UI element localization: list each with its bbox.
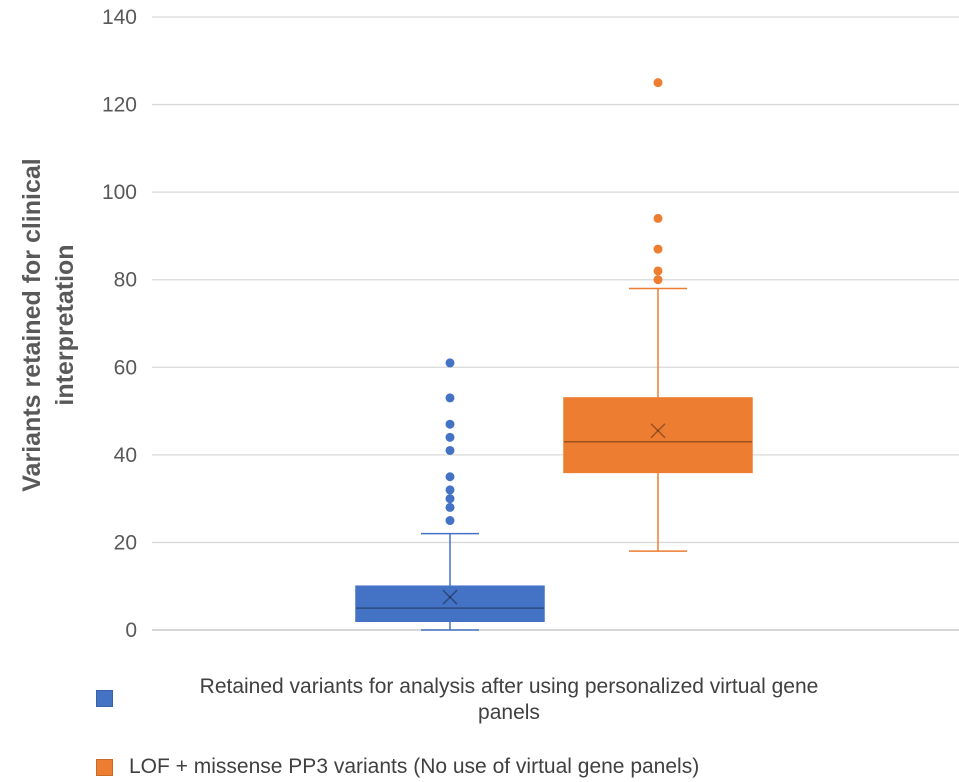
outlier-point <box>445 485 455 495</box>
y-tick-label: 120 <box>102 94 137 117</box>
legend-item-lof: LOF + missense PP3 variants (No use of v… <box>96 754 699 780</box>
legend-text-line: Retained variants for analysis after usi… <box>199 675 819 698</box>
y-axis-ticks: 0 20 40 60 80 100 120 140 <box>102 6 137 642</box>
outlier-point <box>445 502 455 512</box>
legend-label-retained: Retained variants for analysis after usi… <box>129 674 889 726</box>
y-tick-label: 100 <box>102 181 137 204</box>
y-axis-label-line: interpretation <box>51 244 79 405</box>
mean-marker <box>442 589 458 605</box>
outlier-point <box>445 494 455 504</box>
y-axis-label-line: Variants retained for clinical <box>18 158 46 491</box>
outlier-point <box>445 393 455 403</box>
mean-marker <box>650 423 666 439</box>
legend-label-lof: LOF + missense PP3 variants (No use of v… <box>129 755 700 778</box>
box-iqr <box>355 585 545 622</box>
legend-swatch-blue <box>96 690 113 707</box>
legend-swatch-orange <box>96 759 113 776</box>
box-1 <box>563 78 753 552</box>
outlier-point <box>653 213 663 223</box>
y-tick-label: 80 <box>114 269 137 292</box>
y-tick-label: 20 <box>114 531 137 554</box>
box-plot-chart: 0 20 40 60 80 100 120 140 Variants retained for… <box>18 6 959 642</box>
box-0 <box>355 358 545 631</box>
mean-marker <box>650 423 666 439</box>
outlier-point <box>653 244 663 254</box>
box-iqr <box>563 397 753 474</box>
mean-marker <box>442 589 458 605</box>
outlier-point <box>653 275 663 285</box>
legend-text-line: panels <box>478 701 540 724</box>
outlier-point <box>445 432 455 442</box>
y-tick-label: 0 <box>125 619 137 642</box>
outlier-point <box>653 266 663 276</box>
gridlines <box>152 16 959 631</box>
outlier-point <box>445 419 455 429</box>
legend-item-retained: Retained variants for analysis after usi… <box>96 674 889 726</box>
outlier-point <box>445 358 455 368</box>
outlier-point <box>653 78 663 88</box>
box-series <box>355 78 753 631</box>
outlier-point <box>445 516 455 526</box>
outlier-point <box>445 445 455 455</box>
outlier-point <box>445 472 455 482</box>
y-tick-label: 140 <box>102 6 137 29</box>
y-axis-label: Variants retained for clinical interpreta… <box>18 158 79 491</box>
y-tick-label: 60 <box>114 356 137 379</box>
y-tick-label: 40 <box>114 444 137 467</box>
